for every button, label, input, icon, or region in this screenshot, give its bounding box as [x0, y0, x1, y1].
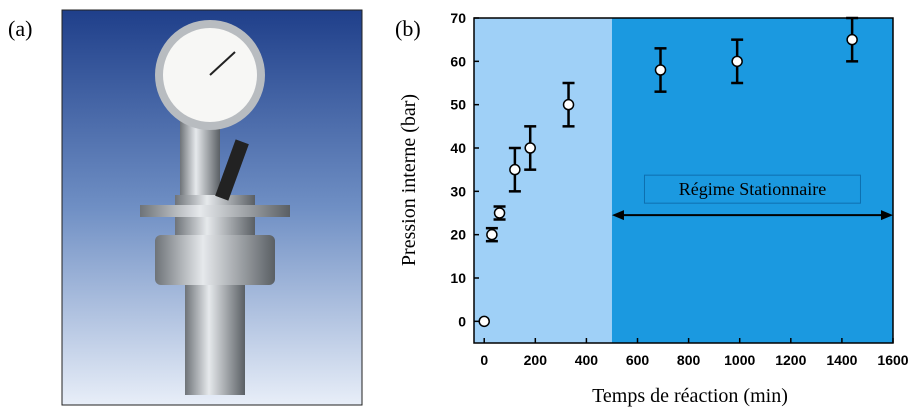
y-tick-label: 30: [450, 183, 466, 199]
region: [474, 18, 612, 343]
point: [486, 228, 498, 241]
plot: 0 10 20 30 40 50 60 70 0 200 400 600 800 1000 1200 1400…: [450, 10, 908, 368]
point: [509, 163, 521, 176]
arrow-head: [611, 210, 624, 221]
arrow-head: [881, 210, 893, 221]
x-tick-label: 1200: [775, 352, 806, 368]
x-tick-label: 1400: [826, 352, 857, 368]
x-tick-label: 400: [575, 352, 599, 368]
x-tick-label: 1000: [724, 352, 755, 368]
point: [478, 315, 490, 328]
x-tick-label: 200: [524, 352, 548, 368]
y-tick-label: 70: [450, 10, 466, 26]
point: [493, 207, 506, 219]
y-tick-label: 20: [450, 227, 466, 243]
y-tick-label: 40: [450, 140, 466, 156]
plot-frame: [473, 17, 894, 344]
y-tick-label: 50: [450, 97, 466, 113]
panel-label: (b): [395, 16, 421, 41]
point: [731, 55, 743, 68]
x-tick-label: 800: [677, 352, 701, 368]
annotation-text: Régime Stationnaire: [679, 179, 826, 199]
y-tick-label: 0: [458, 313, 466, 329]
x-axis-label: Temps de réaction (min): [592, 385, 788, 407]
point: [562, 98, 575, 111]
point: [654, 64, 667, 76]
point: [846, 33, 858, 46]
x-tick-label: 0: [480, 352, 488, 368]
annotation-box: [643, 174, 861, 204]
x-tick-label: 1600: [877, 352, 908, 368]
y-axis-label: Pression interne (bar): [398, 94, 420, 266]
point: [524, 142, 536, 154]
panel-label: (a): [8, 16, 32, 41]
x-tick-label: 600: [626, 352, 650, 368]
reactor-photo: [61, 9, 363, 406]
y-tick-label: 10: [450, 270, 466, 286]
y-tick-label: 60: [450, 53, 466, 69]
